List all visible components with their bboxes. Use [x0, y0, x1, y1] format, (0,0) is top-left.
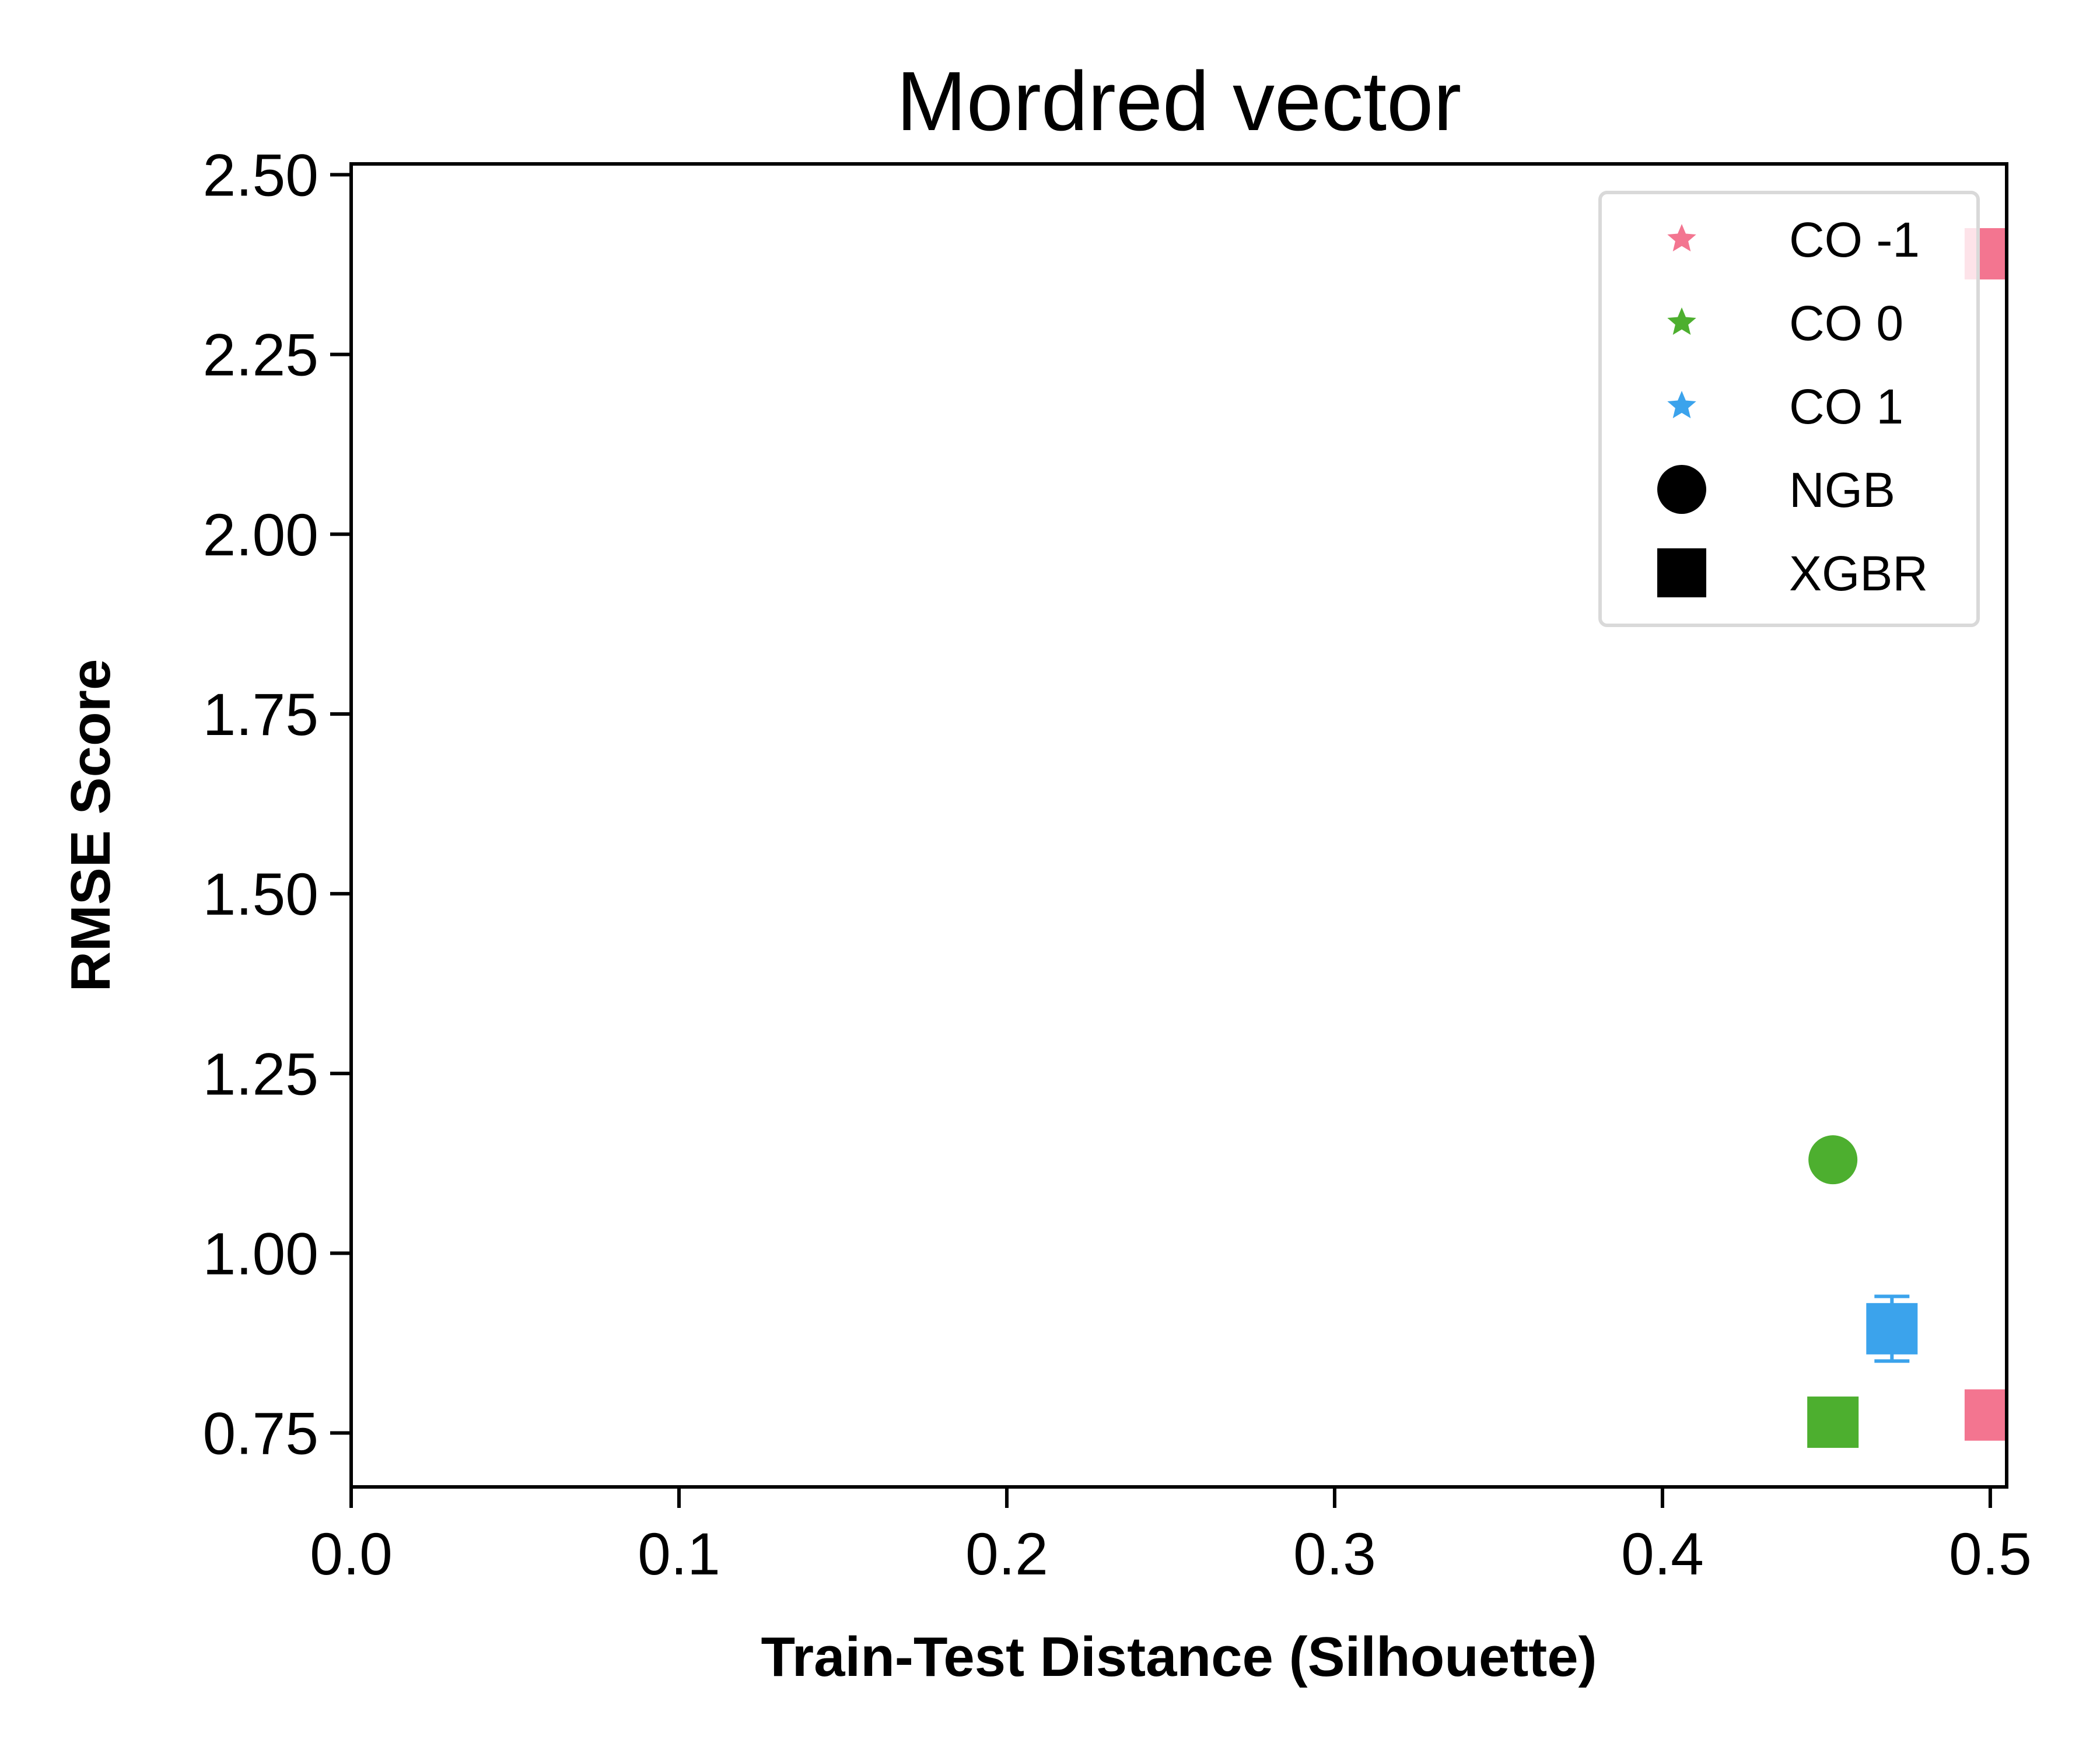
y-axis-label: RMSE Score [60, 659, 122, 992]
legend-marker-star [1667, 391, 1696, 418]
y-tick-label: 1.00 [202, 1220, 318, 1287]
data-point-xgbr [1964, 1389, 2007, 1441]
data-point-ngb [1808, 1135, 1858, 1185]
legend-label: NGB [1789, 463, 1895, 517]
legend-marker-star [1667, 224, 1696, 251]
x-axis-ticks: 0.0 0.1 0.2 0.3 0.4 0.5 [310, 1487, 2032, 1587]
legend: CO -1 CO 0 CO 1 NGB XGBR [1598, 191, 1980, 627]
legend-label: CO 1 [1789, 379, 1903, 434]
chart-title: Mordred vector [897, 54, 1461, 148]
x-tick-label: 0.0 [310, 1521, 393, 1587]
x-tick-label: 0.1 [638, 1521, 720, 1587]
x-axis-label: Train-Test Distance (Silhouette) [761, 1626, 1597, 1688]
plot-frame [349, 162, 2008, 1489]
legend-frame [1598, 191, 1980, 627]
x-tick-label: 0.3 [1293, 1521, 1376, 1587]
x-tick-label: 0.4 [1621, 1521, 1704, 1587]
legend-marker-star [1667, 307, 1696, 335]
y-tick-label: 0.75 [202, 1401, 318, 1467]
legend-marker-square [1657, 548, 1706, 597]
y-tick-label: 2.50 [202, 142, 318, 208]
legend-label: CO 0 [1789, 296, 1903, 351]
y-tick-label: 1.75 [202, 681, 318, 748]
y-tick-label: 2.25 [202, 322, 318, 388]
y-axis-ticks: 0.75 1.00 1.25 1.50 1.75 2.00 2.25 2.50 [202, 142, 351, 1467]
data-point-xgbr [1866, 1303, 1918, 1354]
data-points [1807, 228, 2007, 1448]
legend-marker-circle [1657, 465, 1706, 514]
x-tick-label: 0.5 [1949, 1521, 2032, 1587]
y-tick-label: 1.25 [202, 1041, 318, 1107]
y-tick-label: 2.00 [202, 502, 318, 568]
legend-label: CO -1 [1789, 212, 1920, 267]
legend-label: XGBR [1789, 546, 1928, 601]
y-tick-label: 1.50 [202, 861, 318, 928]
data-point-xgbr [1807, 1396, 1859, 1448]
x-tick-label: 0.2 [965, 1521, 1048, 1587]
